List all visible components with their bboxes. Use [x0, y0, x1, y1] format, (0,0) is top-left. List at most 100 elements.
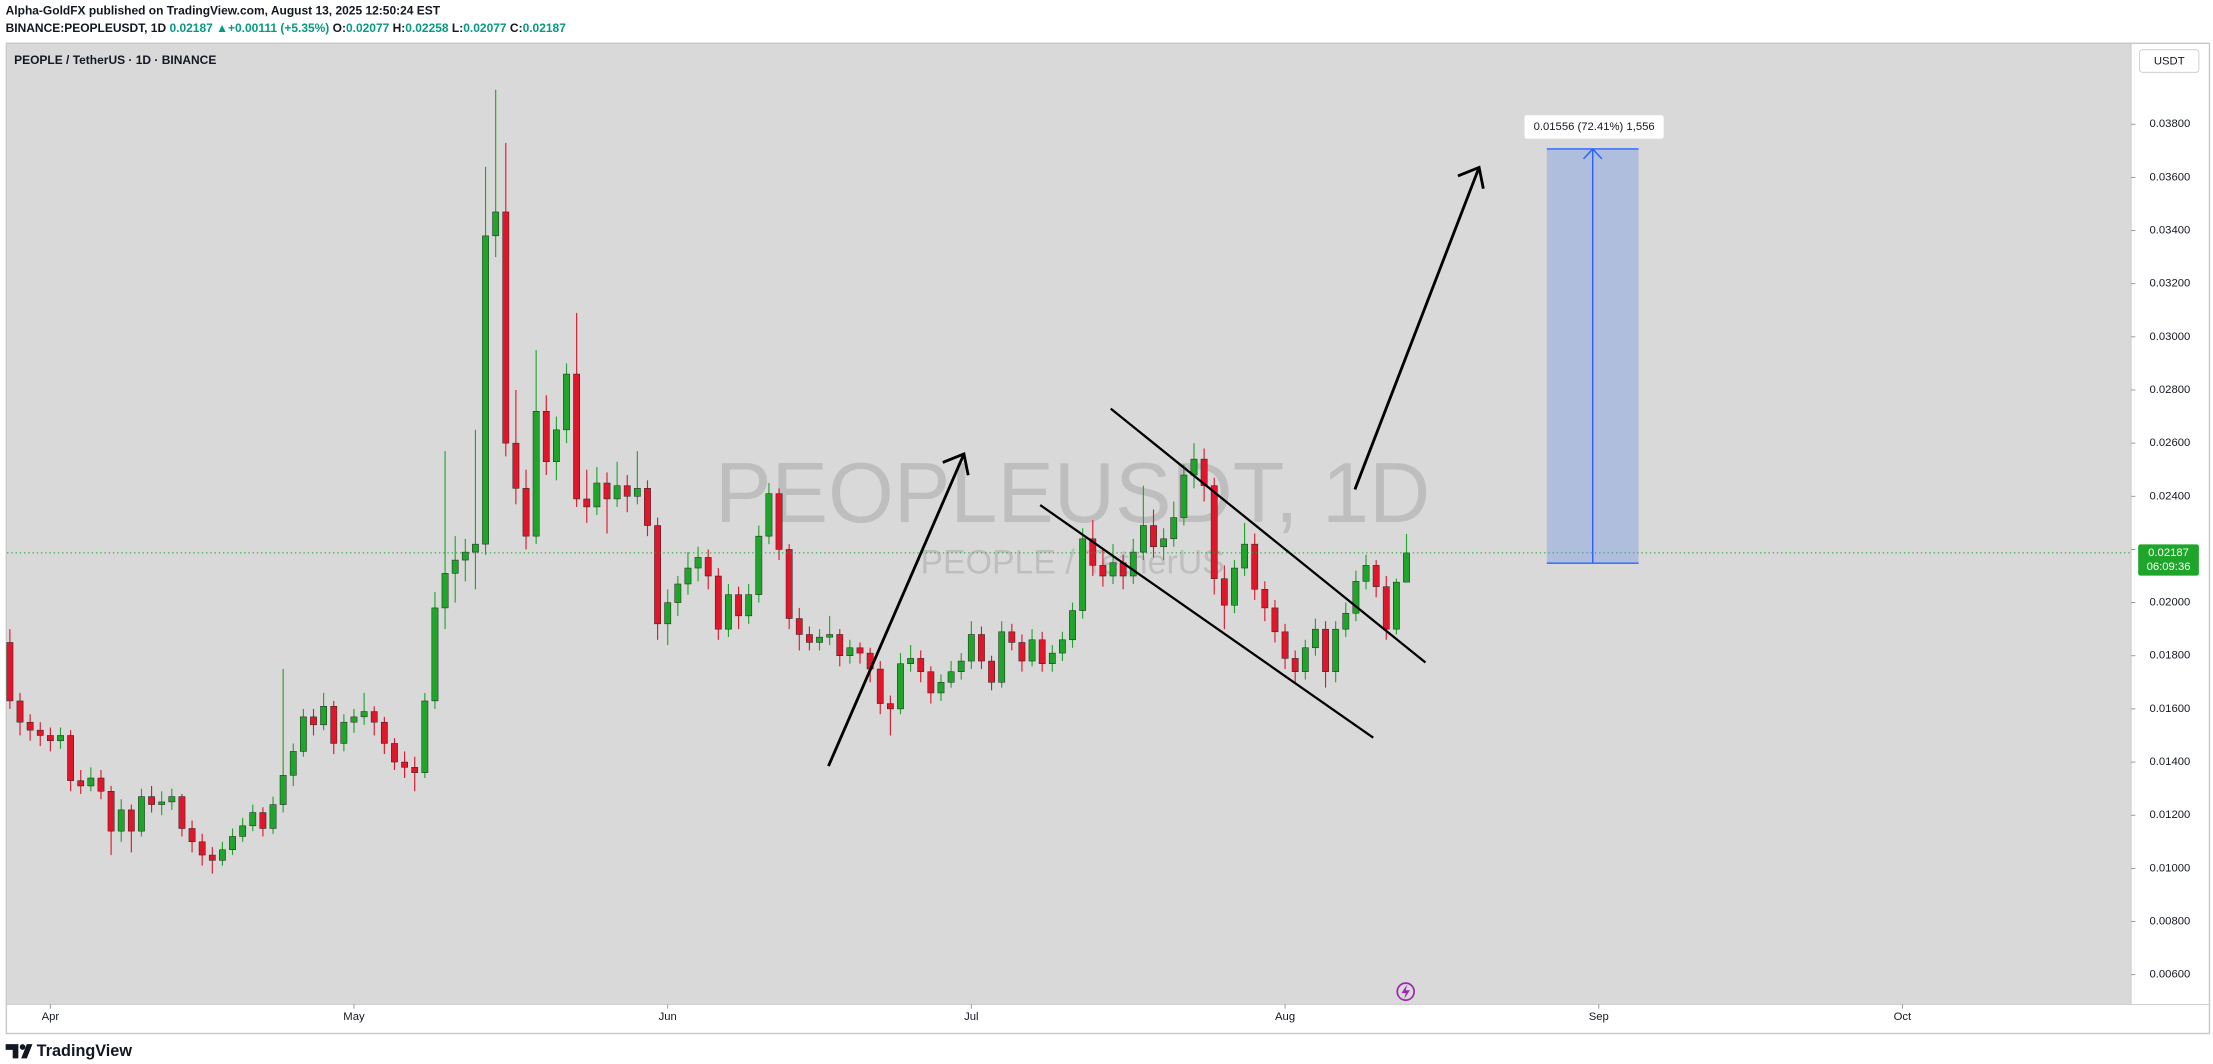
candle-body — [623, 485, 631, 497]
y-tick-label: 0.01400 — [2149, 756, 2190, 768]
candle-body — [380, 721, 388, 744]
last: 0.02187 — [169, 21, 213, 35]
candle-body — [947, 671, 955, 683]
candle-body — [785, 549, 793, 619]
change: +0.00111 (+5.35%) — [228, 21, 329, 35]
candle-body — [1018, 642, 1026, 662]
candle-body — [1150, 525, 1157, 548]
candle-body — [532, 411, 540, 537]
candle-body — [502, 211, 510, 444]
chart-title: PEOPLE / TetherUS · 1D · BINANCE — [14, 53, 216, 67]
candle-body — [249, 812, 257, 827]
x-tick-label: Oct — [1894, 1011, 1912, 1023]
candle-body — [1332, 628, 1340, 672]
candle-body — [674, 583, 682, 603]
symbol: BINANCE:PEOPLEUSDT, 1D — [6, 21, 167, 35]
candle-body — [957, 660, 965, 672]
candle-body — [1291, 658, 1299, 672]
candle-body — [1109, 562, 1117, 577]
candle-body — [745, 594, 753, 617]
ohlc-o-label: O: — [333, 21, 346, 35]
candle-body — [188, 828, 196, 843]
candle-body — [917, 658, 925, 672]
candle-body — [1251, 543, 1259, 590]
countdown: 06:09:36 — [2147, 561, 2191, 573]
y-tick-label: 0.02600 — [2149, 437, 2190, 449]
candle-body — [461, 551, 469, 561]
event-icon-bolt[interactable] — [1401, 984, 1410, 999]
candle-body — [1342, 612, 1350, 630]
candle-body — [795, 618, 803, 635]
channel-line — [1110, 407, 1427, 664]
y-tick-label: 0.02400 — [2149, 490, 2190, 502]
candle-body — [97, 777, 105, 792]
candle-body — [401, 761, 408, 768]
candle-body — [937, 682, 945, 694]
currency-box[interactable] — [2139, 49, 2200, 73]
candle-body — [219, 849, 226, 861]
candle-body — [1372, 565, 1380, 587]
candle-body — [694, 557, 702, 569]
target-arrow — [1353, 166, 1481, 490]
candle-body — [1281, 631, 1289, 659]
candle-body — [927, 671, 935, 694]
drawings — [827, 165, 1485, 767]
candle-body — [279, 775, 287, 805]
projection-arrowhead — [1583, 147, 1603, 160]
ohlc-c-label: C: — [510, 21, 523, 35]
x-tick-label: Apr — [42, 1011, 60, 1023]
y-tick-label: 0.02800 — [2149, 384, 2190, 396]
candle-body — [330, 705, 338, 744]
candle-body — [735, 594, 742, 617]
event-icon[interactable] — [1396, 982, 1416, 1002]
candle-body — [856, 647, 864, 654]
candle-body — [26, 721, 34, 731]
candle-body — [158, 801, 166, 805]
candle-body — [1160, 538, 1168, 548]
candle-body — [57, 735, 64, 742]
logo: TradingView — [37, 1042, 133, 1060]
candle-body — [148, 796, 155, 805]
candle-body — [998, 631, 1006, 683]
candle-body — [775, 493, 783, 550]
watermark-sub: PEOPLE / TetherUS — [920, 544, 1224, 582]
logo-dot — [19, 1044, 26, 1050]
projection-label-box — [1523, 114, 1665, 140]
candle-body — [269, 804, 277, 829]
channel-line — [1039, 504, 1374, 739]
candle-body — [1352, 581, 1360, 614]
candle-body — [967, 634, 975, 662]
candle-body — [77, 780, 85, 787]
candle-body — [1241, 543, 1248, 569]
candle-body — [1210, 485, 1218, 579]
candle-body — [816, 636, 823, 643]
candle-body — [978, 634, 985, 662]
candle-body — [138, 796, 145, 832]
candle-body — [239, 825, 247, 837]
ohlc-c: 0.02187 — [523, 21, 567, 35]
y-tick-label: 0.03000 — [2149, 331, 2190, 343]
arrow-head — [942, 452, 970, 476]
candle-body — [573, 373, 581, 500]
candle-body — [16, 700, 24, 723]
candle-body — [725, 594, 732, 630]
plot: 0.00600 0.00800 0.01000 0.01200 0.01400 0.016… — [6, 89, 2190, 1023]
candle-body — [684, 567, 692, 585]
candle-body — [411, 767, 419, 773]
candle-body — [492, 211, 500, 237]
y-tick-label: 0.01600 — [2149, 703, 2190, 715]
x-tick-label: Jul — [964, 1011, 978, 1023]
candle-body — [46, 735, 54, 742]
x-tick-label: Sep — [1589, 1011, 1609, 1023]
candle-body — [765, 493, 773, 537]
candle-body — [907, 658, 914, 664]
candle-body — [127, 809, 135, 832]
currency[interactable]: USDT — [2154, 56, 2185, 68]
last-price-label: 0.02187 — [2148, 547, 2189, 559]
candle-body — [350, 716, 358, 723]
watermark: PEOPLEUSDT, 1D — [715, 445, 1430, 540]
candle-body — [1362, 565, 1370, 582]
candle-body — [6, 642, 14, 702]
trend-arrow — [827, 453, 966, 767]
